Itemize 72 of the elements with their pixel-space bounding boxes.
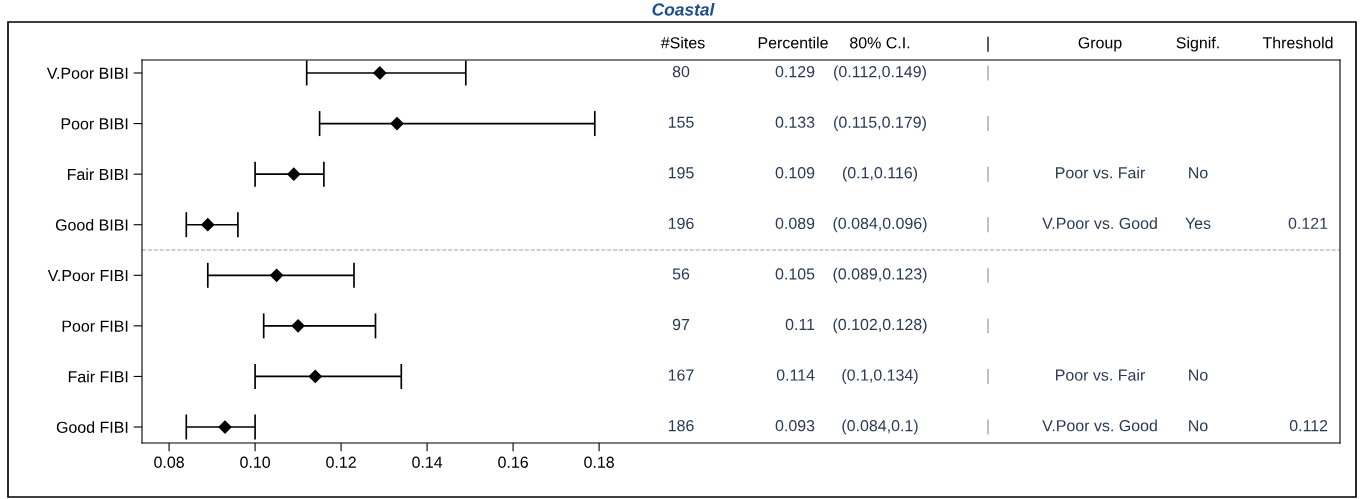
annotation: 155 [668, 116, 694, 128]
annotation: 0.112 [1289, 420, 1328, 432]
point [373, 66, 387, 80]
annotation: Poor vs. Fair [1056, 369, 1145, 381]
annotation: | [987, 419, 989, 435]
x-tick-label: 0.10 [240, 456, 271, 468]
annotation: 196 [668, 217, 694, 230]
annotation: | [987, 116, 989, 132]
annotation: | [987, 166, 989, 182]
text: 80% C.I. [850, 37, 910, 49]
y-tick-label: Fair FIBI [68, 370, 128, 383]
x-tick-label: 0.14 [412, 456, 443, 468]
text: #Sites [660, 36, 705, 49]
y-tick-label: Poor BIBI [61, 118, 128, 130]
text: Percentile [758, 36, 828, 49]
annotation: (0.112,0.149) [834, 65, 926, 81]
annotation: 97 [672, 318, 690, 331]
annotation: (0.084,0.096) [833, 217, 927, 233]
annotation: (0.102,0.128) [833, 318, 927, 334]
point [390, 116, 404, 131]
annotation: 167 [668, 369, 694, 381]
x-tick-label: 0.18 [584, 456, 614, 468]
annotation: 0.114 [776, 369, 815, 381]
text: Threshold [1262, 36, 1333, 49]
annotation: (0.084,0.1) [842, 419, 918, 435]
annotation: | [987, 217, 989, 233]
text: | [987, 36, 989, 52]
chart-title: Coastal [652, 2, 715, 16]
annotation: (0.1,0.134) [842, 369, 918, 384]
annotation: Poor vs. Fair [1056, 166, 1145, 179]
x-tick-label: 0.08 [154, 456, 184, 468]
point [308, 369, 322, 384]
annotation: | [987, 267, 989, 283]
x-tick-label: 0.16 [498, 456, 528, 468]
y-tick-label: Fair BIBI [67, 168, 128, 181]
annotation: (0.115,0.179) [834, 116, 926, 132]
annotation: (0.1,0.116) [842, 166, 918, 182]
text: Signif. [1176, 36, 1219, 52]
annotation: 0.129 [775, 65, 815, 78]
annotation: 186 [668, 420, 694, 432]
point [270, 268, 284, 282]
y-tick-label: V.Poor FIBI [47, 270, 128, 282]
annotation: 0.109 [775, 167, 815, 179]
y-tick-label: Poor FIBI [62, 320, 128, 332]
annotation: V.Poor vs. Good [1042, 217, 1157, 230]
y-tick-label: V.Poor BIBI [46, 67, 128, 79]
annotation: No [1189, 369, 1208, 381]
annotation: 56 [672, 268, 690, 280]
annotation: 0.089 [775, 217, 815, 230]
point [291, 319, 305, 333]
point [287, 167, 301, 181]
annotation: | [987, 368, 989, 384]
annotation: (0.089,0.123) [833, 267, 927, 283]
y-tick-label: Good FIBI [56, 421, 128, 433]
annotation: 0.093 [775, 420, 815, 432]
annotation: 0.11 [785, 318, 815, 331]
annotation: 80 [672, 65, 690, 78]
annotation: No [1189, 420, 1208, 432]
annotation: 0.133 [775, 116, 815, 128]
text: Group [1078, 37, 1122, 52]
annotation: | [987, 65, 989, 81]
annotation: 0.105 [775, 268, 815, 280]
x-tick-label: 0.12 [326, 456, 356, 468]
point [201, 218, 215, 232]
point [218, 420, 232, 434]
annotation: Yes [1185, 217, 1211, 230]
annotation: | [987, 318, 989, 334]
y-tick-label: Good BIBI [55, 218, 128, 231]
annotation: V.Poor vs. Good [1042, 419, 1157, 432]
annotation: 195 [668, 167, 694, 179]
annotation: No [1189, 167, 1208, 179]
annotation: 0.121 [1288, 217, 1328, 230]
